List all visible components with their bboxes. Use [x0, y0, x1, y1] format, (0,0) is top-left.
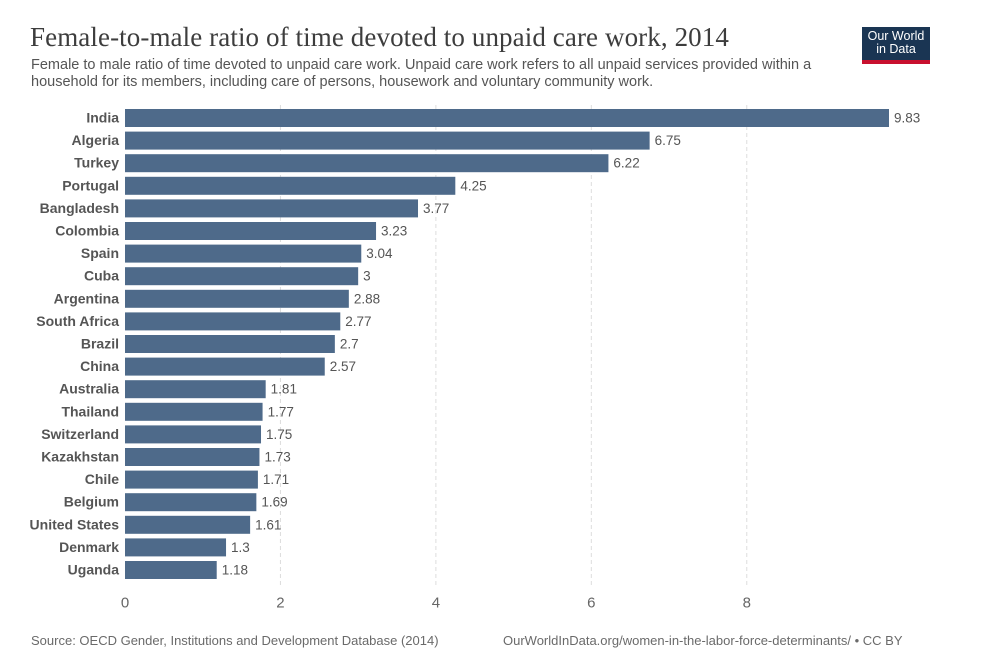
x-tick-label: 2: [276, 595, 284, 612]
bar[interactable]: [125, 109, 889, 127]
category-label: Uganda: [68, 562, 120, 578]
value-label: 1.61: [255, 517, 281, 532]
value-label: 1.69: [261, 495, 287, 510]
category-label: India: [86, 110, 119, 126]
value-label: 2.88: [354, 291, 380, 306]
bar[interactable]: [125, 561, 217, 579]
source-note[interactable]: Source: OECD Gender, Institutions and De…: [31, 633, 439, 648]
category-label: China: [80, 358, 119, 374]
bar[interactable]: [125, 312, 341, 331]
value-label: 6.75: [655, 133, 681, 148]
bar[interactable]: [125, 199, 419, 218]
value-label: 3: [363, 269, 371, 284]
value-label: 1.81: [271, 382, 297, 397]
bar[interactable]: [125, 335, 335, 353]
value-label: 2.57: [330, 359, 356, 374]
category-label: Spain: [81, 245, 119, 261]
category-label: Colombia: [55, 223, 119, 239]
bar-chart: India 9.83 Algeria 6.75 Turkey 6.22 Portugal 4.…: [30, 105, 920, 612]
category-label: United States: [30, 516, 120, 532]
category-label: Algeria: [72, 132, 120, 148]
value-label: 3.04: [366, 246, 393, 261]
logo-line-2: in Data: [876, 42, 916, 56]
value-label: 4.25: [460, 178, 486, 193]
value-label: 6.22: [613, 156, 639, 171]
chart-subtitle: Female to male ratio of time devoted to …: [31, 57, 812, 90]
x-tick-label: 4: [432, 595, 440, 612]
value-label: 1.71: [263, 472, 289, 487]
bar[interactable]: [125, 154, 609, 173]
category-label: Portugal: [62, 177, 119, 193]
x-tick-label: 0: [121, 595, 129, 612]
bar[interactable]: [125, 448, 260, 466]
value-label: 1.75: [266, 427, 292, 442]
url-note[interactable]: OurWorldInData.org/women-in-the-labor-fo…: [503, 633, 903, 648]
category-label: Argentina: [54, 290, 120, 306]
bar[interactable]: [125, 380, 266, 399]
bar[interactable]: [125, 538, 227, 557]
chart-title: Female-to-male ratio of time devoted to …: [30, 22, 729, 52]
bar[interactable]: [125, 131, 650, 150]
bar[interactable]: [125, 493, 257, 512]
bar[interactable]: [125, 289, 349, 308]
bar[interactable]: [125, 470, 258, 489]
category-label: Bangladesh: [40, 200, 119, 216]
x-tick-label: 8: [743, 595, 751, 612]
value-label: 9.83: [894, 111, 920, 126]
category-label: Kazakhstan: [41, 449, 119, 465]
bar[interactable]: [125, 267, 359, 286]
value-label: 3.77: [423, 201, 449, 216]
value-label: 1.18: [222, 563, 248, 578]
value-label: 1.73: [264, 450, 290, 465]
value-label: 3.23: [381, 224, 407, 239]
bar[interactable]: [125, 425, 262, 444]
x-tick-label: 6: [587, 595, 595, 612]
category-label: Denmark: [59, 539, 119, 555]
bar[interactable]: [125, 402, 263, 421]
value-label: 2.77: [345, 314, 371, 329]
value-label: 1.3: [231, 540, 250, 555]
category-label: Brazil: [81, 336, 119, 352]
bar[interactable]: [125, 244, 362, 263]
bar[interactable]: [125, 176, 456, 195]
logo-line-1: Our World: [867, 29, 925, 43]
category-label: Thailand: [61, 403, 119, 419]
category-label: South Africa: [36, 313, 119, 329]
category-label: Chile: [85, 471, 119, 487]
value-label: 1.77: [268, 404, 294, 419]
bar[interactable]: [125, 357, 325, 376]
bar[interactable]: [125, 222, 377, 240]
value-label: 2.7: [340, 337, 359, 352]
category-label: Australia: [59, 381, 119, 397]
owid-logo[interactable]: Our World in Data: [862, 27, 930, 64]
category-label: Belgium: [64, 494, 119, 510]
category-label: Switzerland: [41, 426, 119, 442]
category-label: Cuba: [84, 268, 119, 284]
bar[interactable]: [125, 515, 251, 534]
category-label: Turkey: [74, 155, 119, 171]
